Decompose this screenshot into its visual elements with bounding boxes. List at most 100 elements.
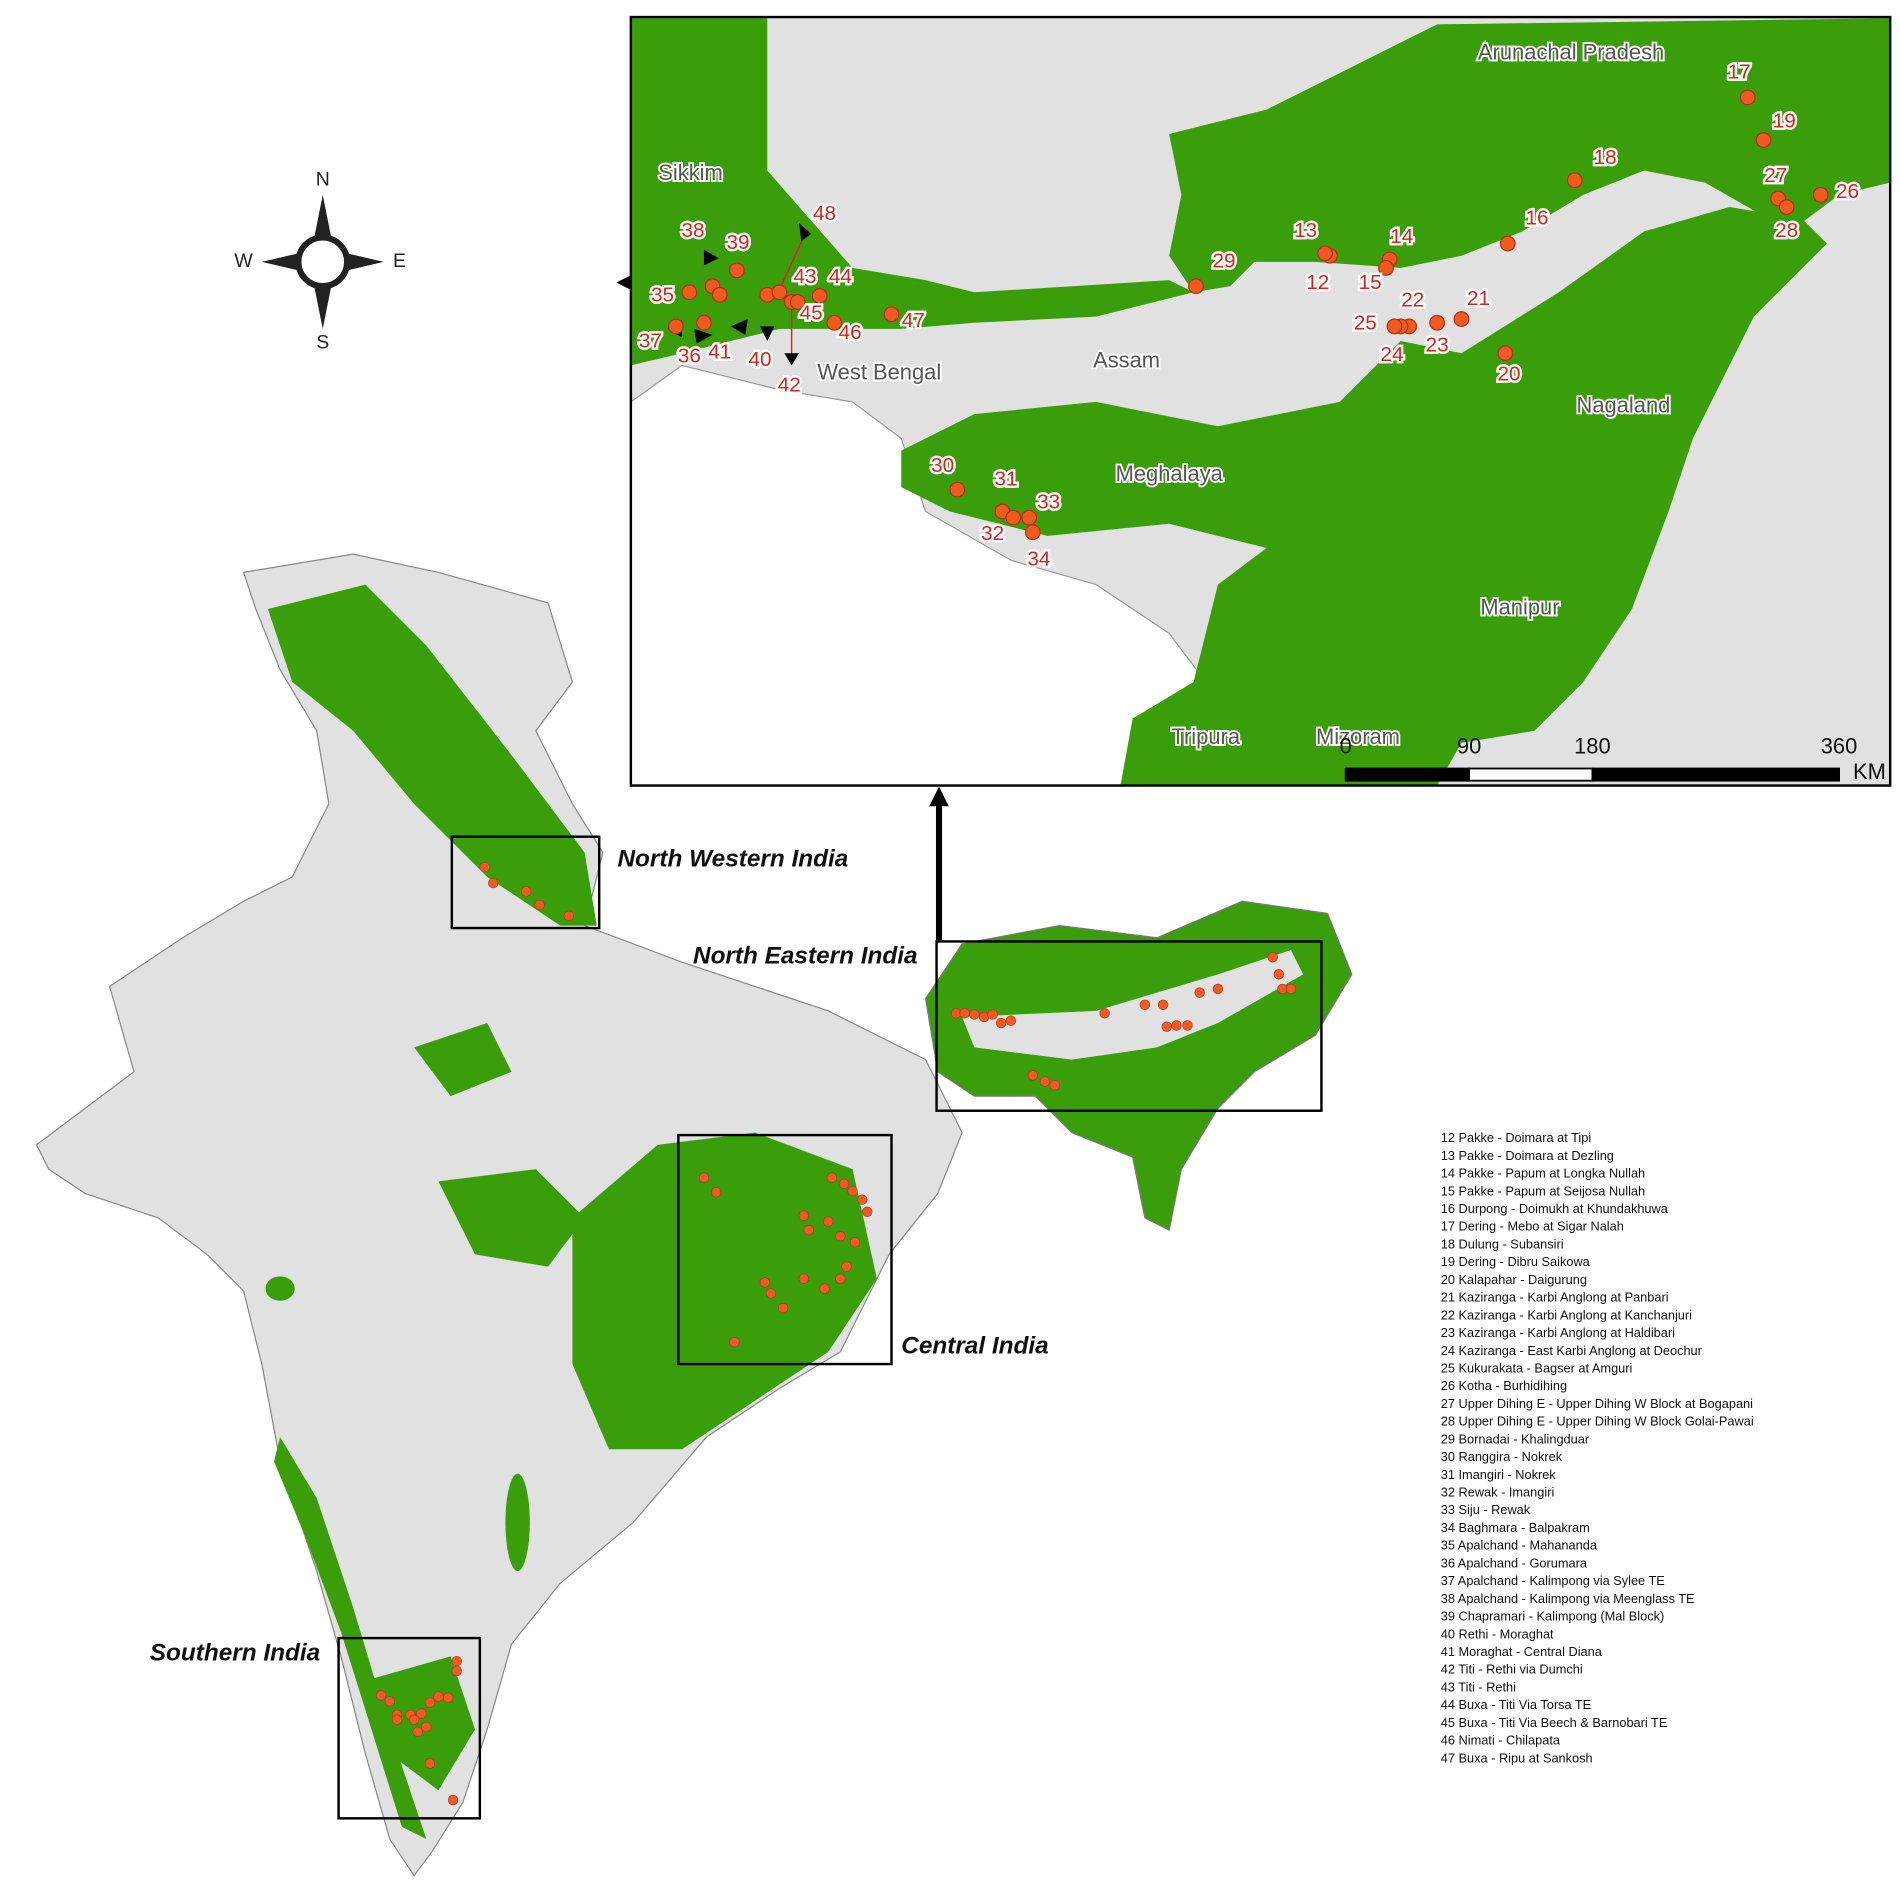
site-dot (488, 877, 499, 889)
site-dot (826, 1172, 838, 1183)
site-marker (696, 314, 712, 331)
site-dot (759, 1277, 771, 1288)
region-box (935, 940, 1323, 1112)
scale-segment (1344, 767, 1471, 782)
site-dot (765, 1288, 777, 1299)
site-marker (681, 284, 698, 301)
region-box (337, 1636, 482, 1820)
region-label: North Western India (617, 845, 848, 872)
site-dot (1027, 1070, 1038, 1081)
region-boxes (337, 835, 1323, 1820)
site-label: 29 (1212, 249, 1235, 272)
compass-needle (347, 253, 384, 271)
site-marker (1378, 260, 1394, 276)
pointer (798, 222, 812, 242)
site-dot (777, 1302, 789, 1314)
site-dot (433, 1691, 444, 1702)
compass-needle (314, 194, 332, 238)
overview-sites (376, 861, 1297, 1806)
site-dot (1099, 1008, 1110, 1019)
site-dot (798, 1210, 809, 1221)
state-label: Assam (1093, 348, 1160, 373)
region-box (450, 835, 601, 930)
site-label: 36 (678, 344, 701, 367)
site-dot (729, 1336, 740, 1348)
site-dot (959, 1008, 970, 1019)
site-dot (1161, 1021, 1172, 1032)
assam-valley (962, 949, 1304, 1060)
site-label: 35 (651, 283, 674, 306)
state-label: Nagaland (1577, 393, 1671, 418)
legend-entry: 27 Upper Dihing E - Upper Dihing W Block… (1441, 1396, 1753, 1411)
legend-entry: 34 Baghmara - Balpakram (1441, 1520, 1590, 1535)
site-label: 14 (1390, 225, 1413, 248)
pointer (703, 249, 719, 266)
legend-entry: 28 Upper Dihing E - Upper Dihing W Block… (1441, 1414, 1754, 1429)
site-marker (1453, 311, 1470, 328)
legend-entry: 33 Siju - Rewak (1441, 1502, 1531, 1517)
scale-label: 360 (1821, 734, 1858, 759)
site-label: 40 (748, 348, 771, 371)
site-dot (969, 1009, 980, 1020)
pointer (694, 328, 713, 344)
site-marker (771, 284, 788, 301)
legend-entry: 37 Apalchand - Kalimpong via Sylee TE (1441, 1573, 1665, 1588)
state-label: Meghalaya (1116, 461, 1224, 486)
site-dot (835, 1230, 846, 1242)
region-label: Southern India (150, 1639, 320, 1666)
site-dot (479, 861, 490, 873)
site-dot (424, 1697, 436, 1708)
site-marker (1188, 278, 1204, 295)
site-label: 17 (1728, 61, 1751, 84)
site-marker (1429, 314, 1446, 331)
site-label: 43 (794, 265, 817, 288)
site-dot (1182, 1020, 1193, 1031)
inset-forest (901, 207, 1827, 786)
compass-ring (295, 234, 351, 290)
site-dot (857, 1194, 868, 1205)
legend-entry: 43 Titi - Rethi (1441, 1679, 1516, 1694)
legend-entry: 20 Kalapahar - Daigurung (1441, 1272, 1587, 1287)
site-dot (421, 1721, 432, 1733)
inset-forest (630, 18, 1194, 366)
site-label: 24 (1381, 343, 1404, 366)
legend-entry: 19 Dering - Dibru Saikowa (1441, 1254, 1591, 1269)
site-dot (1267, 952, 1278, 963)
site-dot (1171, 1020, 1182, 1031)
site-marker (1497, 345, 1514, 362)
legend-entry: 14 Pakke - Papum at Longka Nullah (1441, 1166, 1645, 1181)
site-marker (1812, 186, 1829, 203)
forest-patch (438, 1169, 585, 1267)
forest-patch (505, 1473, 530, 1572)
site-dot (835, 1273, 846, 1284)
site-dot (995, 1017, 1007, 1029)
site-dot (1273, 969, 1284, 980)
site-dot (841, 1261, 852, 1272)
site-label: 16 (1525, 207, 1548, 230)
legend-entry: 45 Buxa - Titi Via Beech & Barnobari TE (1441, 1715, 1668, 1730)
site-dot (698, 1172, 710, 1183)
legend-entry: 38 Apalchand - Kalimpong via Meenglass T… (1441, 1591, 1695, 1606)
scale-segment (1468, 767, 1594, 782)
site-dot (803, 1224, 814, 1236)
leader-line (778, 231, 807, 291)
forest-patch (265, 1276, 295, 1301)
site-label: 34 (1027, 548, 1050, 571)
site-dot (838, 1178, 850, 1189)
site-dot (1157, 999, 1169, 1010)
legend-entry: 13 Pakke - Doimara at Dezling (1441, 1148, 1614, 1163)
legend-entry: 31 Imangiri - Nokrek (1441, 1467, 1557, 1482)
state-label: Arunachal Pradesh (1478, 39, 1664, 64)
site-marker (1778, 199, 1795, 215)
site-label: 19 (1773, 109, 1796, 132)
compass-label: W (234, 250, 253, 272)
site-marker (883, 306, 900, 323)
state-label: Mizoram (1316, 724, 1400, 749)
forest-patch (267, 584, 597, 926)
legend-entry: 21 Kaziranga - Karbi Anglong at Panbari (1441, 1290, 1669, 1305)
region-box (677, 1133, 893, 1366)
state-label: West Bengal (817, 360, 941, 385)
legend-entry: 35 Apalchand - Mahananda (1441, 1538, 1598, 1553)
northeast-land (924, 900, 1353, 1231)
